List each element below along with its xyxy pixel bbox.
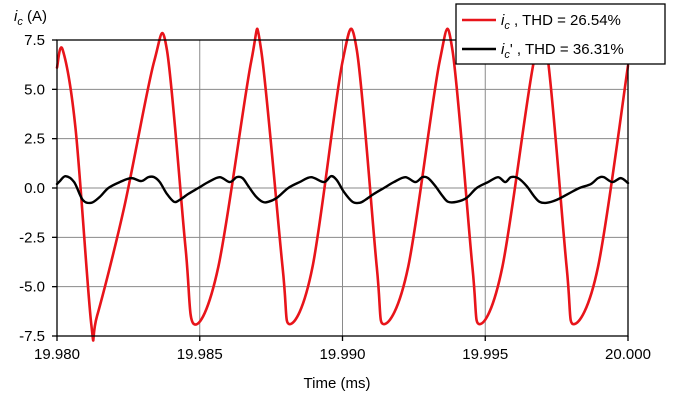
series-line-1 xyxy=(55,174,630,205)
x-axis-title: Time (ms) xyxy=(304,375,371,392)
x-tick-label-4: 20.000 xyxy=(605,346,651,363)
legend: ic , THD = 26.54% ic' , THD = 36.31% xyxy=(455,3,666,65)
x-tick-label-0: 19.980 xyxy=(34,346,80,363)
y-axis-title: ic (A) xyxy=(14,8,47,28)
y-tick-label-0: 7.5 xyxy=(24,32,45,49)
y-axis-symbol: i xyxy=(14,8,18,25)
x-tick-label-3: 19.995 xyxy=(462,346,508,363)
legend-box xyxy=(455,3,666,65)
y-tick-label-4: -2.5 xyxy=(19,229,45,246)
legend-label-1: ic' , THD = 36.31% xyxy=(501,41,624,61)
tick-labels: 19.980 19.985 19.990 19.995 20.000 7.5 5.0 2.5 0… xyxy=(19,32,651,363)
y-tick-label-3: 0.0 xyxy=(24,180,45,197)
y-axis-subscript: c xyxy=(17,16,23,28)
y-tick-label-5: -5.0 xyxy=(19,279,45,296)
series-layer xyxy=(55,27,630,342)
x-tick-label-1: 19.985 xyxy=(177,346,223,363)
y-tick-label-1: 5.0 xyxy=(24,81,45,98)
y-axis-unit: (A) xyxy=(23,8,47,25)
x-tick-label-2: 19.990 xyxy=(320,346,366,363)
legend-label-0: ic , THD = 26.54% xyxy=(501,12,621,32)
series-line-0 xyxy=(55,27,630,342)
y-tick-label-2: 2.5 xyxy=(24,131,45,148)
axes xyxy=(52,39,629,341)
y-tick-label-6: -7.5 xyxy=(19,328,45,345)
